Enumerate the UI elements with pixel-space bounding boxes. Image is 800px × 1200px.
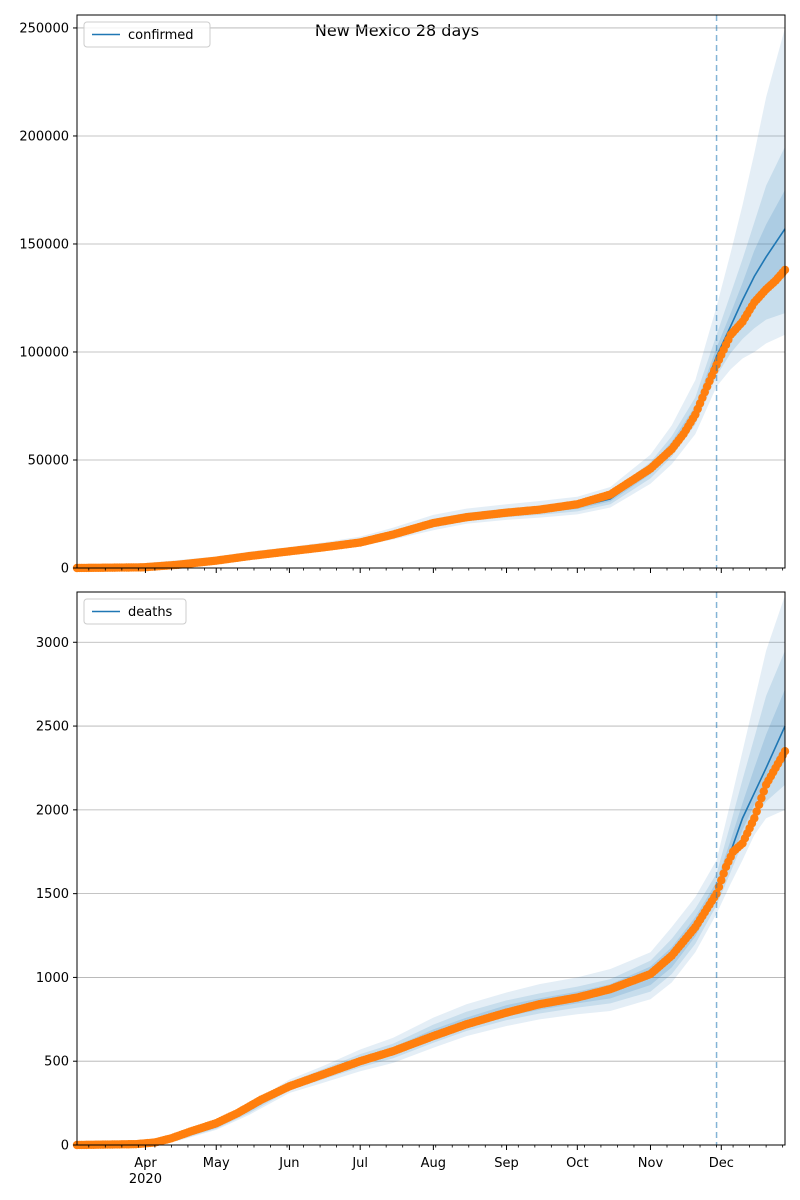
x-tick-label: Jun (278, 1156, 299, 1171)
x-tick-label: Aug (421, 1156, 446, 1171)
x-tick-label: Apr (134, 1156, 157, 1171)
y-tick-label: 1000 (36, 971, 69, 986)
observed-point (752, 807, 761, 816)
y-tick-label: 2000 (36, 803, 69, 818)
y-tick-label: 250000 (19, 21, 69, 36)
observed-point (719, 869, 728, 878)
x-year-label: 2020 (129, 1172, 162, 1187)
y-tick-label: 2500 (36, 720, 69, 735)
uncertainty-band (77, 27, 785, 568)
y-tick-label: 0 (61, 562, 69, 577)
y-tick-label: 200000 (19, 129, 69, 144)
observed-point (759, 787, 768, 796)
y-tick-label: 100000 (19, 345, 69, 360)
uncertainty-band (77, 189, 785, 568)
y-tick-label: 500 (44, 1055, 69, 1070)
observed-point (750, 814, 759, 823)
uncertainty-band (77, 146, 785, 568)
observed-points (72, 265, 790, 573)
uncertainty-band (77, 650, 785, 1145)
uncertainty-band (77, 595, 785, 1145)
y-tick-label: 50000 (28, 453, 69, 468)
observed-point (717, 876, 726, 885)
x-tick-label: Oct (566, 1156, 588, 1171)
legend: confirmed (83, 21, 211, 48)
axes-frame (76, 591, 786, 1146)
x-tick-label: May (203, 1156, 230, 1171)
legend: deaths (83, 598, 187, 625)
x-tick-label: Jul (351, 1156, 368, 1171)
legend-label: confirmed (128, 28, 194, 43)
y-tick-label: 1500 (36, 887, 69, 902)
legend-label: deaths (128, 605, 173, 620)
confirmed-panel: 0 50000 100000 150000 200000 250000 confirmed (19, 14, 790, 577)
legend-box (83, 21, 211, 48)
observed-point (757, 793, 766, 803)
axes-frame (76, 14, 786, 569)
x-tick-label: Dec (709, 1156, 734, 1171)
observed-points (72, 747, 790, 1150)
y-tick-label: 3000 (36, 636, 69, 651)
figure-title: New Mexico 28 days (315, 21, 479, 40)
legend-box (83, 598, 187, 625)
y-tick-label: 150000 (19, 237, 69, 252)
observed-point (754, 800, 764, 810)
x-tick-label: Nov (638, 1156, 664, 1171)
deaths-panel: 0 500 1000 1500 2000 2500 3000 Apr May Jun Jul Aug S… (36, 591, 790, 1187)
y-tick-label: 0 (61, 1139, 69, 1154)
uncertainty-band (77, 689, 785, 1145)
x-tick-label: Sep (494, 1156, 519, 1171)
